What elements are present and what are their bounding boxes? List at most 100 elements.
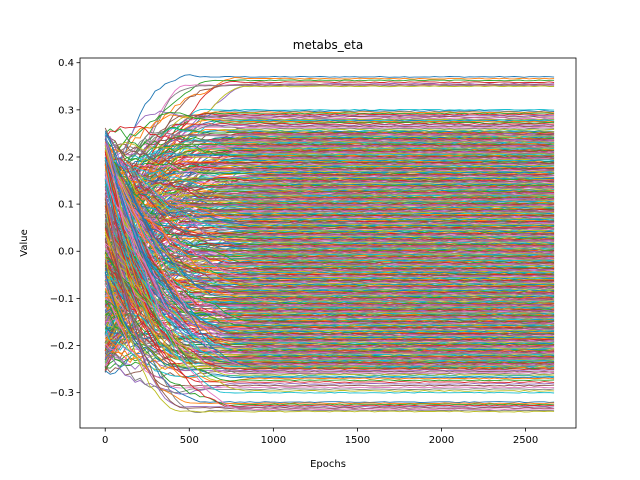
series-line bbox=[105, 228, 555, 298]
series-line bbox=[104, 146, 555, 219]
x-axis-title: Epochs bbox=[310, 459, 346, 470]
series-line bbox=[104, 158, 555, 225]
series-line bbox=[105, 125, 555, 194]
x-tick-label: 2000 bbox=[429, 435, 454, 446]
series-line bbox=[104, 160, 555, 178]
series-line bbox=[104, 284, 555, 389]
series-line bbox=[104, 85, 555, 364]
series-line bbox=[104, 242, 555, 307]
series-line bbox=[104, 229, 555, 362]
series-line bbox=[104, 158, 555, 394]
y-axis-title: Value bbox=[19, 229, 30, 256]
series-line bbox=[104, 205, 555, 368]
series-line bbox=[104, 146, 555, 297]
series-line bbox=[104, 112, 555, 334]
series-line bbox=[104, 114, 555, 255]
y-axis: −0.3 −0.2 −0.1 0.0 0.1 0.2 0.3 0.4 bbox=[50, 58, 80, 399]
series-line bbox=[104, 159, 555, 173]
series-line bbox=[104, 164, 555, 277]
series-line bbox=[104, 199, 555, 246]
series-line bbox=[104, 221, 555, 376]
series-line bbox=[104, 167, 555, 273]
series-line bbox=[104, 139, 555, 343]
series-line bbox=[104, 168, 555, 250]
series-line bbox=[104, 204, 555, 225]
series-line bbox=[105, 164, 555, 234]
series-line bbox=[104, 262, 555, 407]
series-line bbox=[104, 208, 555, 233]
series-line bbox=[104, 260, 555, 346]
series-line bbox=[104, 153, 555, 168]
series-line bbox=[104, 214, 555, 388]
series-line bbox=[104, 149, 555, 346]
series-line bbox=[104, 234, 555, 286]
series-line bbox=[104, 148, 555, 222]
y-tick-label: 0.2 bbox=[58, 152, 74, 163]
series-line bbox=[104, 108, 555, 363]
x-tick-label: 1000 bbox=[261, 435, 286, 446]
series-line bbox=[104, 159, 555, 177]
series-line bbox=[104, 177, 555, 337]
plot-frame bbox=[79, 57, 577, 429]
series-line bbox=[105, 145, 555, 188]
series-line bbox=[104, 259, 555, 296]
y-tick-label: 0.4 bbox=[58, 58, 74, 69]
series-line bbox=[105, 159, 555, 264]
series-line bbox=[104, 187, 555, 348]
series-line bbox=[104, 273, 555, 323]
series-line bbox=[104, 79, 555, 195]
series-line bbox=[104, 271, 555, 403]
series-line bbox=[104, 139, 555, 267]
series-line bbox=[104, 74, 555, 213]
series-line bbox=[104, 220, 555, 372]
series-line bbox=[105, 176, 555, 200]
series-line bbox=[104, 158, 555, 294]
series-layer bbox=[104, 74, 555, 414]
series-line bbox=[104, 111, 555, 165]
series-line bbox=[104, 162, 555, 200]
series-line bbox=[104, 243, 555, 374]
series-line bbox=[104, 308, 555, 364]
series-line bbox=[104, 180, 555, 348]
series-line bbox=[104, 125, 555, 143]
series-line bbox=[104, 138, 555, 305]
x-axis: 0 500 1000 1500 2000 2500 bbox=[102, 428, 538, 446]
series-line bbox=[104, 157, 555, 226]
series-line bbox=[104, 337, 555, 382]
series-line bbox=[104, 328, 555, 378]
y-tick-label: 0.1 bbox=[58, 200, 74, 211]
series-line bbox=[104, 241, 555, 295]
series-line bbox=[104, 227, 555, 383]
series-line bbox=[105, 141, 555, 162]
series-line bbox=[104, 173, 555, 259]
series-line bbox=[104, 168, 555, 256]
series-line bbox=[105, 294, 555, 355]
series-line bbox=[104, 204, 555, 299]
series-line bbox=[104, 150, 555, 170]
series-line bbox=[104, 173, 555, 188]
y-tick-label: −0.3 bbox=[50, 388, 74, 399]
series-line bbox=[104, 204, 555, 329]
x-tick-label: 1500 bbox=[345, 435, 370, 446]
series-line bbox=[104, 251, 555, 382]
series-line bbox=[104, 146, 555, 271]
series-line bbox=[104, 183, 555, 351]
series-line bbox=[104, 179, 555, 296]
series-line bbox=[104, 126, 555, 352]
series-line bbox=[104, 255, 555, 352]
series-line bbox=[104, 171, 555, 366]
series-line bbox=[105, 77, 555, 183]
series-line bbox=[104, 214, 555, 317]
series-line bbox=[105, 220, 555, 332]
series-line bbox=[104, 142, 555, 411]
series-line bbox=[104, 141, 555, 287]
y-tick-label: −0.1 bbox=[50, 294, 74, 305]
y-tick-label: 0.0 bbox=[58, 247, 74, 258]
series-line bbox=[105, 137, 555, 217]
series-line bbox=[104, 254, 555, 413]
series-line bbox=[105, 260, 555, 301]
series-line bbox=[104, 172, 555, 317]
series-line bbox=[105, 191, 555, 203]
series-line bbox=[104, 299, 555, 406]
